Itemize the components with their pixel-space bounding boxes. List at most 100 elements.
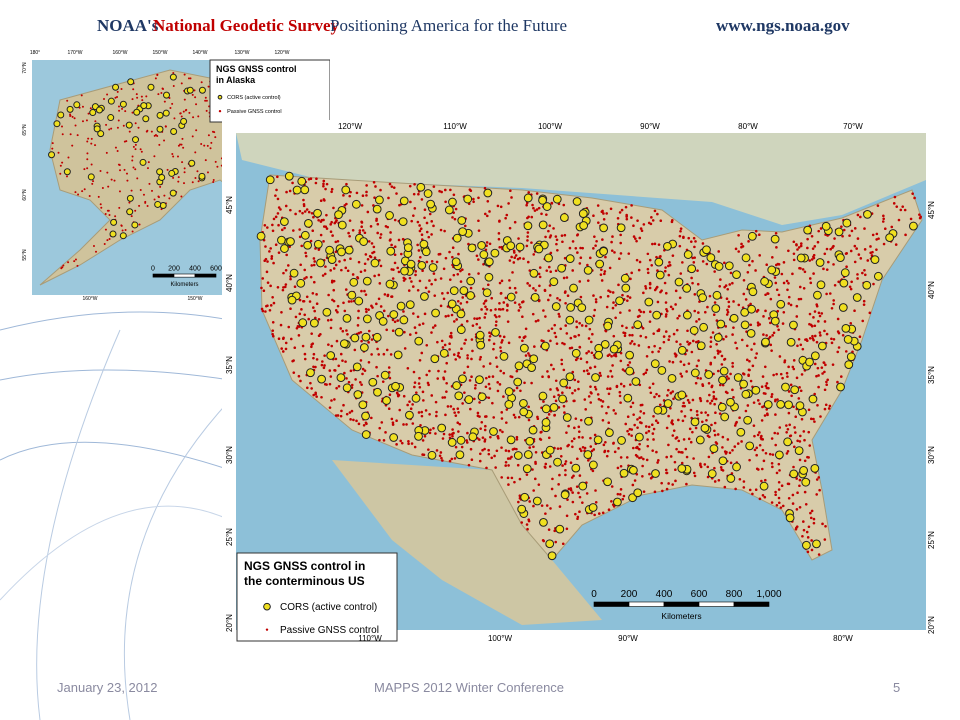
passive-dot [822, 267, 825, 271]
cors-marker [477, 392, 487, 402]
passive-dot [194, 96, 197, 99]
passive-dot [719, 278, 722, 281]
tagline: Positioning America for the Future [330, 16, 568, 35]
passive-dot [570, 346, 574, 350]
passive-dot [729, 271, 733, 275]
cors-marker [180, 117, 188, 125]
passive-dot [825, 383, 828, 387]
cors-marker [740, 320, 750, 330]
passive-dot [323, 272, 327, 276]
passive-dot [827, 260, 830, 264]
passive-dot [361, 372, 364, 376]
passive-dot [761, 493, 765, 497]
passive-dot [731, 388, 734, 392]
passive-dot [144, 201, 147, 204]
passive-dot [262, 289, 266, 292]
passive-dot [841, 234, 844, 238]
passive-dot [360, 289, 363, 293]
passive-dot [592, 247, 595, 250]
passive-dot [537, 206, 541, 210]
passive-dot [406, 366, 410, 370]
cors-marker [529, 268, 539, 278]
passive-dot [774, 281, 778, 285]
passive-dot [450, 457, 454, 461]
passive-dot [90, 137, 93, 140]
footer-event: MAPPS 2012 Winter Conference [374, 680, 565, 695]
passive-dot [586, 372, 590, 376]
cors-marker [466, 291, 475, 300]
passive-dot [642, 372, 646, 376]
passive-dot [579, 246, 582, 250]
passive-dot [617, 447, 620, 450]
passive-dot [558, 473, 561, 477]
passive-dot [483, 212, 487, 216]
passive-dot [463, 224, 467, 228]
passive-dot [458, 355, 461, 359]
passive-dot [389, 231, 392, 234]
passive-dot [518, 335, 521, 339]
cors-marker [760, 277, 769, 286]
cors-marker [655, 270, 665, 280]
passive-dot [612, 442, 615, 445]
passive-dot [379, 236, 382, 239]
passive-dot [473, 317, 476, 320]
passive-dot [265, 270, 269, 274]
passive-dot [683, 404, 686, 408]
passive-dot [348, 219, 352, 222]
passive-dot [581, 246, 584, 250]
passive-dot [418, 359, 422, 362]
cors-marker [132, 136, 140, 144]
passive-dot [645, 431, 648, 435]
passive-dot [675, 447, 678, 451]
passive-dot [113, 179, 116, 182]
passive-dot [577, 425, 581, 429]
passive-dot [646, 252, 650, 256]
passive-dot [756, 321, 760, 325]
passive-dot [682, 235, 685, 239]
cors-marker [430, 354, 440, 364]
cors-marker [747, 304, 756, 314]
passive-dot [619, 252, 623, 255]
passive-dot [403, 277, 407, 281]
right-labels: 45°N [927, 201, 936, 219]
passive-dot [721, 435, 725, 439]
passive-dot [344, 266, 348, 270]
passive-dot [613, 251, 616, 254]
passive-dot [800, 417, 804, 421]
passive-dot [315, 395, 318, 398]
cors-marker [795, 401, 805, 411]
passive-dot [543, 289, 547, 293]
cors-marker [718, 456, 728, 466]
passive-dot [409, 200, 412, 204]
passive-dot [108, 214, 111, 217]
passive-dot [677, 450, 681, 454]
passive-dot [778, 426, 782, 429]
passive-dot [510, 375, 514, 379]
passive-dot [748, 488, 752, 492]
passive-dot [792, 445, 796, 449]
passive-dot [549, 388, 552, 391]
passive-dot [802, 520, 805, 523]
cors-marker [405, 300, 415, 310]
cors-marker [119, 100, 127, 108]
cors-marker [588, 503, 598, 512]
passive-dot [571, 445, 574, 449]
passive-dot [749, 379, 753, 383]
passive-dot [517, 500, 520, 504]
passive-dot [675, 340, 678, 343]
passive-dot [630, 271, 634, 275]
passive-dot [856, 237, 860, 240]
passive-dot [911, 192, 914, 195]
passive-dot [785, 452, 789, 455]
passive-dot [770, 437, 774, 440]
passive-dot [512, 413, 516, 417]
passive-dot [311, 229, 315, 233]
passive-dot [266, 281, 270, 284]
passive-dot [305, 276, 308, 279]
passive-dot [456, 272, 460, 276]
passive-dot [818, 488, 821, 492]
passive-dot [668, 360, 671, 363]
passive-dot [593, 308, 597, 312]
passive-dot [776, 262, 780, 266]
passive-dot [261, 277, 265, 280]
